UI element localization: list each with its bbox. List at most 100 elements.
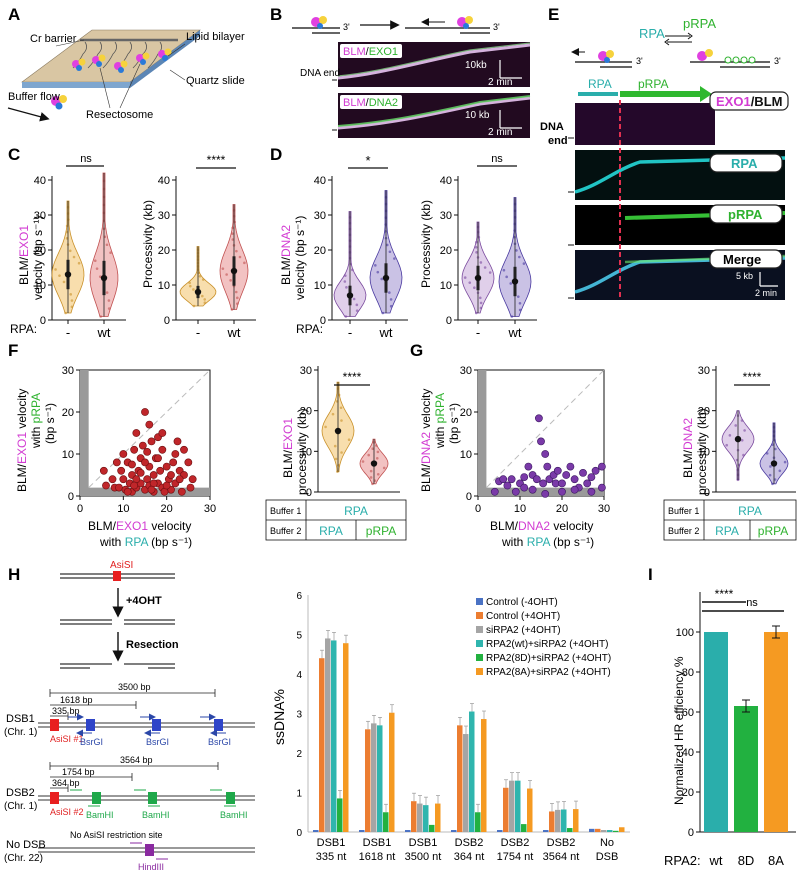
violin-point: [351, 268, 354, 272]
scatter-point: [141, 458, 149, 467]
y-tick-label: 10: [62, 449, 74, 461]
violin-point: [743, 429, 746, 432]
svg-text:AsiSI #1: AsiSI #1: [50, 734, 84, 744]
y-tick-label: 6: [296, 591, 302, 602]
svg-text:HindIII: HindIII: [138, 862, 164, 872]
bar: [567, 828, 573, 832]
legend-swatch: [476, 598, 483, 605]
y-tick-label: 10: [300, 446, 312, 458]
scatter-point: [543, 462, 552, 471]
violin-point: [197, 271, 200, 275]
violin-point: [771, 443, 774, 446]
panel-c: C 0 10 20 30 40 - wt 0 10 20 30 40 - wt BLM/EXO1 vel…: [8, 145, 256, 340]
g-vylabel-1: BLM/DNA2: [681, 418, 695, 478]
violin-median: [100, 274, 108, 282]
violin-point: [337, 463, 340, 467]
y-tick-label: 2: [296, 749, 302, 760]
scatter-f: 00 10 10 20 20 30 30: [62, 365, 216, 515]
y-tick-label: 0: [704, 487, 710, 499]
violin-point: [344, 315, 348, 318]
cr-barrier-label: Cr barrier: [30, 33, 77, 45]
violin-d-velocity: 0 10 20 30 40 - wt: [314, 175, 408, 340]
bar: [589, 828, 595, 832]
bar: [423, 805, 429, 832]
legend-label: RPA2(8D)+siRPA2 (+4OHT): [486, 653, 611, 664]
svg-text:pRPA: pRPA: [638, 77, 668, 91]
violin-point: [109, 251, 112, 255]
svg-text:3': 3': [493, 22, 500, 32]
g-xlabel-2: with RPA (bp s⁻¹): [501, 535, 594, 549]
legend-label: Control (+4OHT): [486, 611, 560, 622]
y-tick-label: 0: [296, 828, 302, 839]
i-sig-1: ****: [715, 587, 734, 601]
violin-median: [382, 274, 390, 282]
x-tick-label: -: [196, 325, 200, 340]
violin-point: [99, 315, 103, 318]
svg-text:RPA: RPA: [319, 524, 343, 538]
violin-point: [385, 243, 389, 247]
scatter-point: [180, 445, 188, 454]
violin-point: [340, 451, 343, 454]
scatter-point: [558, 479, 566, 488]
scatter-point: [115, 483, 123, 492]
f-ylabel-3: (bp s⁻¹): [43, 403, 57, 444]
bar: [509, 780, 515, 832]
violin-point: [375, 444, 378, 447]
scatter-point: [145, 420, 154, 429]
x-category-label: 8D: [738, 853, 755, 868]
violin-point: [231, 238, 235, 241]
bar: [417, 803, 423, 832]
c-sig-velocity: ns: [80, 153, 92, 165]
scatter-point: [167, 471, 175, 479]
bar: [521, 824, 527, 832]
scatter-point: [188, 475, 197, 484]
violin-point: [201, 278, 205, 281]
scatter-point: [541, 489, 550, 498]
bar: [549, 811, 555, 832]
violin-point: [324, 425, 327, 429]
svg-text:pRPA: pRPA: [366, 524, 396, 538]
svg-text:2 min: 2 min: [488, 127, 512, 138]
h-dsb2-map: 3564 bp 1754 bp 364 bp DSB2 (Chr. 1) Asi…: [4, 755, 255, 820]
svg-text:AsiSI #2: AsiSI #2: [50, 807, 84, 817]
violin-point: [510, 315, 514, 318]
x-tick-label: 10: [117, 503, 129, 515]
violin-point: [773, 478, 777, 481]
i-ylabel: Normalized HR efficiency %: [672, 656, 686, 805]
svg-text:10kb: 10kb: [465, 60, 487, 71]
bar: [411, 801, 417, 832]
h-dsb1-map: 3500 bp 1618 bp 335 bp DSB1 (Chr. 1) Asi…: [4, 682, 255, 747]
violin-median: [230, 267, 238, 275]
panel-a: A Cr barrier Lipid bilayer Buffer flow Q…: [7, 5, 245, 122]
violin-point: [771, 482, 774, 486]
y-tick-label: 80: [682, 667, 694, 679]
y-tick-label: 0: [320, 315, 326, 327]
panel-d: D 0 10 20 30 40 - wt 0 10 20 30 40 - wt BLM/DNA2 vel…: [270, 145, 537, 340]
scatter-point: [184, 458, 193, 467]
x-category-label: DSB1: [409, 837, 438, 849]
f-xlabel-2: with RPA (bp s⁻¹): [99, 535, 192, 549]
legend-swatch: [476, 654, 483, 661]
scatter-point: [558, 487, 566, 496]
svg-text:DNA: DNA: [540, 121, 564, 133]
svg-text:3': 3': [636, 56, 643, 66]
x-tick-label: 30: [598, 503, 610, 515]
scatter-point: [507, 475, 516, 484]
y-tick-label: 0: [306, 487, 312, 499]
violin-g: 0 10 20 30: [698, 365, 796, 499]
violin-point: [69, 293, 73, 296]
d-sig-proc: ns: [491, 153, 503, 165]
svg-text:3564 bp: 3564 bp: [120, 755, 153, 765]
bar: [405, 830, 411, 832]
bar: [527, 788, 533, 832]
scatter-point: [149, 471, 158, 479]
panel-label-b: B: [270, 5, 282, 24]
bar: [377, 725, 383, 832]
violin-point: [340, 419, 343, 422]
legend-swatch: [476, 612, 483, 619]
x-tick-label: wt: [227, 325, 241, 340]
scatter-point: [598, 462, 606, 471]
scatter-point: [162, 462, 171, 471]
bar: [475, 812, 481, 832]
bar: [734, 706, 758, 832]
